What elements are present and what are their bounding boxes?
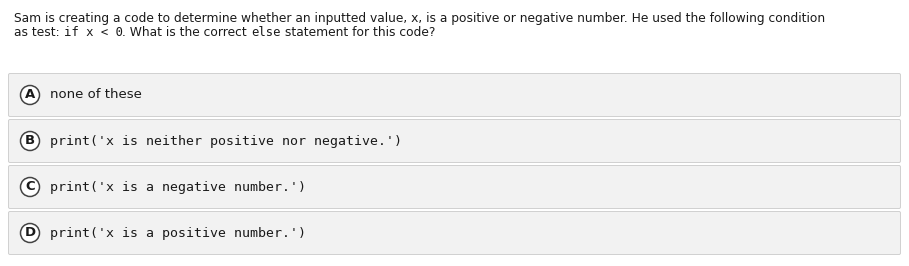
FancyBboxPatch shape <box>8 73 901 117</box>
Circle shape <box>21 223 39 243</box>
Text: print('x is neither positive nor negative.'): print('x is neither positive nor negativ… <box>50 135 402 148</box>
Text: A: A <box>25 89 35 102</box>
Text: B: B <box>25 135 35 148</box>
Circle shape <box>21 131 39 151</box>
FancyBboxPatch shape <box>8 119 901 163</box>
FancyBboxPatch shape <box>8 211 901 255</box>
Text: else: else <box>251 26 281 39</box>
Text: print('x is a negative number.'): print('x is a negative number.') <box>50 181 306 193</box>
Text: Sam is creating a code to determine whether an inputted value, x, is a positive : Sam is creating a code to determine whet… <box>14 12 825 25</box>
Text: C: C <box>25 181 35 193</box>
Text: as test:: as test: <box>14 26 64 39</box>
FancyBboxPatch shape <box>8 165 901 209</box>
Circle shape <box>21 177 39 197</box>
Text: print('x is a positive number.'): print('x is a positive number.') <box>50 227 306 239</box>
Text: statement for this code?: statement for this code? <box>281 26 435 39</box>
Circle shape <box>21 85 39 105</box>
Text: none of these: none of these <box>50 89 142 102</box>
Text: if x < 0: if x < 0 <box>64 26 123 39</box>
Text: D: D <box>25 227 35 239</box>
Text: . What is the correct: . What is the correct <box>123 26 251 39</box>
